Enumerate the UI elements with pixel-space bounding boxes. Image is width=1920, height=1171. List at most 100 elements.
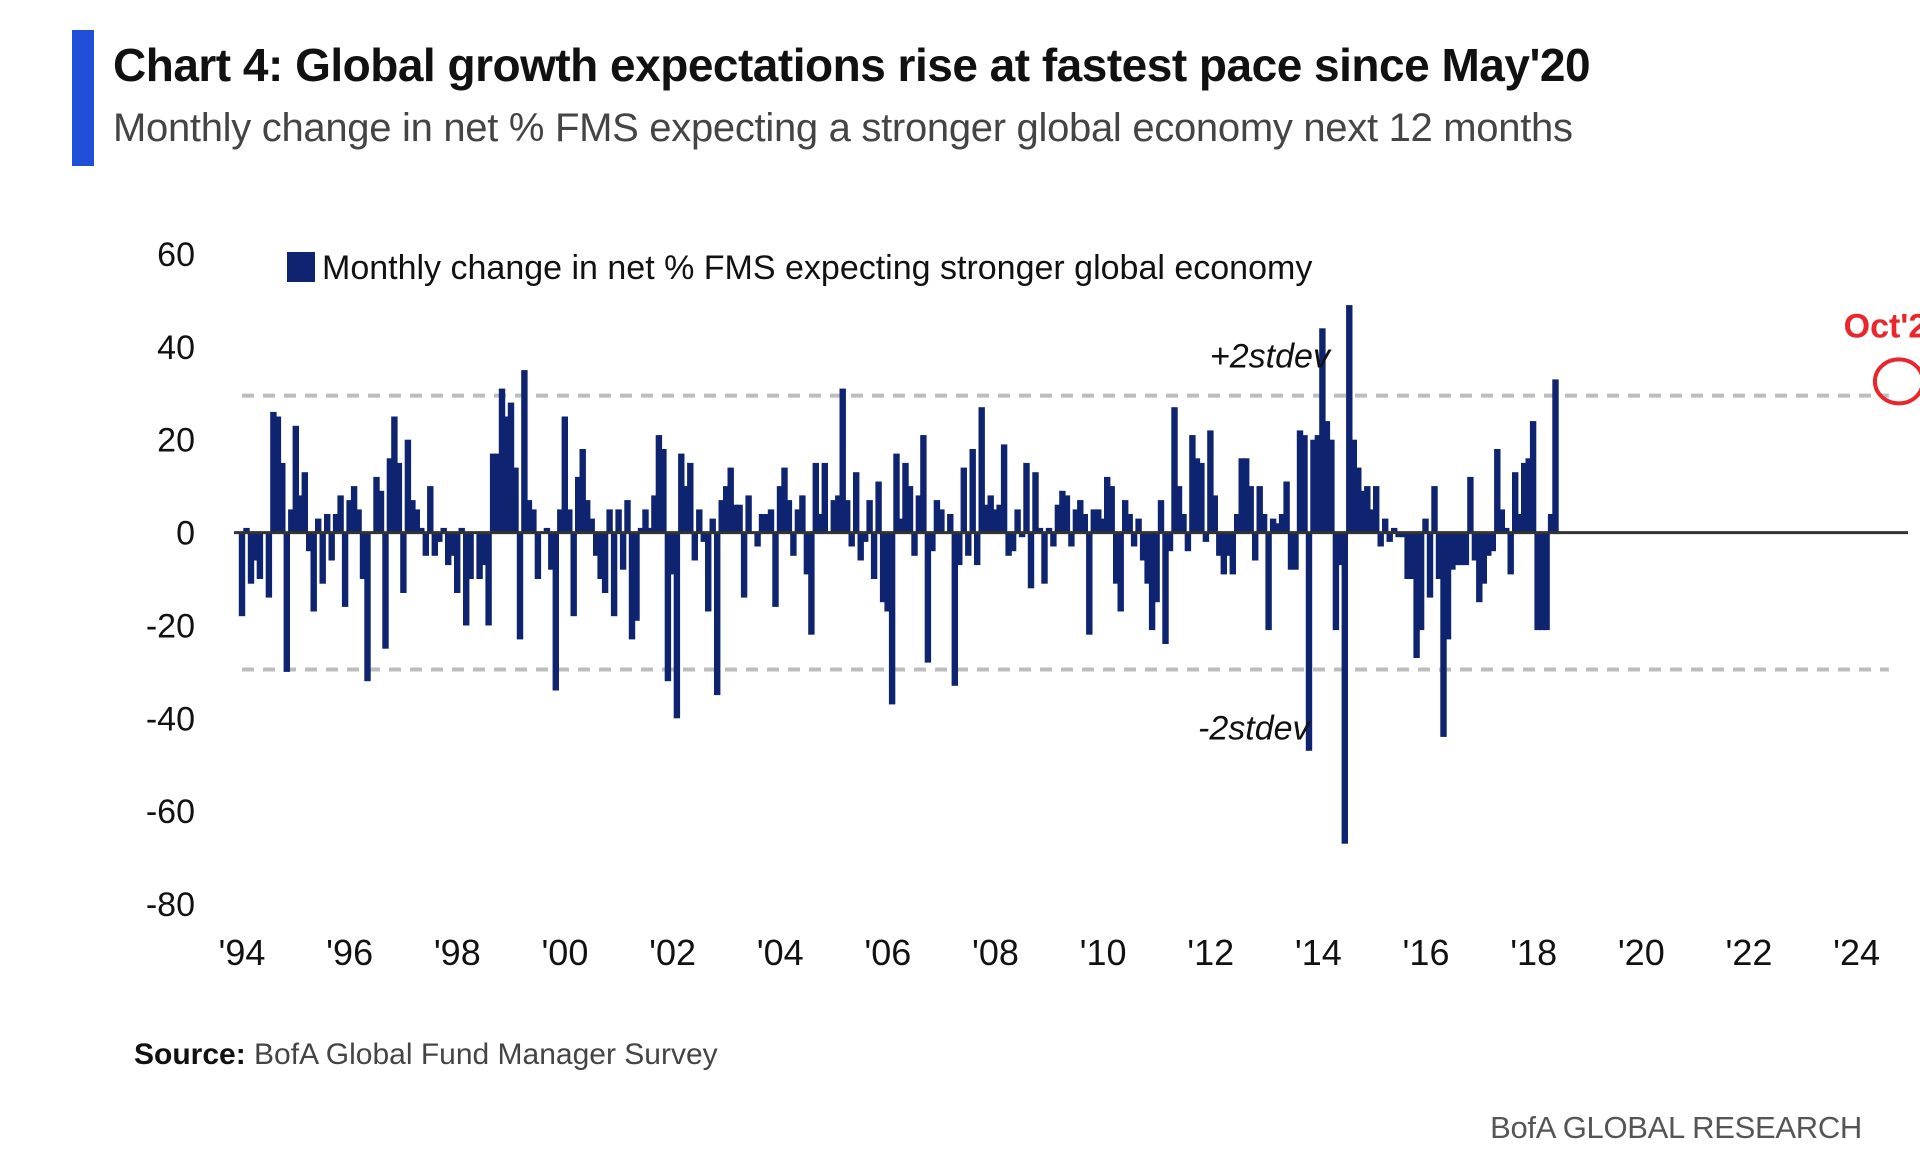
bar xyxy=(763,514,770,533)
oct24-highlight-circle xyxy=(1872,357,1920,406)
bar xyxy=(418,527,425,533)
bar xyxy=(279,462,286,533)
bar xyxy=(404,439,412,533)
bar xyxy=(449,532,456,556)
bar xyxy=(1543,532,1550,631)
bar xyxy=(1059,490,1066,533)
bar xyxy=(498,388,506,533)
bar xyxy=(785,500,793,533)
bar xyxy=(1023,462,1030,533)
bar xyxy=(516,532,524,640)
bar xyxy=(1153,532,1160,603)
bar xyxy=(1063,495,1071,533)
bar xyxy=(1198,462,1205,533)
x-axis-ticks: '94 '96 '98 '00 '02 '04 '06 '08 '10 '12 '14 '16 '18 '… xyxy=(219,932,1880,973)
bar xyxy=(1547,514,1555,533)
bar xyxy=(1234,514,1241,533)
bar xyxy=(1525,458,1532,533)
bar xyxy=(870,532,878,579)
title-accent-bar xyxy=(72,30,94,166)
bar xyxy=(1256,486,1263,533)
bar xyxy=(696,509,703,533)
bar xyxy=(709,518,716,533)
bar xyxy=(1458,532,1465,566)
bar xyxy=(767,509,775,533)
bar xyxy=(1471,532,1479,561)
bar xyxy=(364,532,371,682)
bar xyxy=(1027,532,1035,589)
bar xyxy=(445,532,452,566)
bar xyxy=(1373,486,1380,533)
y-tick-label: 60 xyxy=(157,236,195,274)
bar xyxy=(673,532,681,719)
x-tick-label: '00 xyxy=(541,932,588,973)
bar xyxy=(1287,532,1295,570)
bar xyxy=(512,467,519,533)
bar xyxy=(1485,532,1492,556)
bar xyxy=(731,504,739,533)
bar xyxy=(247,532,255,584)
bar xyxy=(1328,439,1335,533)
bar xyxy=(543,527,551,533)
bar xyxy=(1386,532,1393,542)
bar xyxy=(758,514,766,533)
bar xyxy=(821,462,828,533)
bar xyxy=(566,509,573,533)
bar xyxy=(601,532,609,593)
bar xyxy=(489,453,497,533)
bar xyxy=(839,388,846,533)
bar xyxy=(727,467,734,533)
bar xyxy=(1252,532,1259,561)
bar xyxy=(1000,444,1008,533)
bar xyxy=(391,416,398,533)
y-tick-label: 40 xyxy=(157,329,195,367)
bar xyxy=(1265,532,1272,631)
bar xyxy=(642,509,649,533)
bar xyxy=(350,486,358,533)
bar xyxy=(1368,509,1375,533)
bar xyxy=(790,532,797,556)
bar xyxy=(534,532,542,579)
bar xyxy=(552,532,559,691)
bar xyxy=(853,472,860,533)
bar xyxy=(714,532,721,696)
y-tick-label: -80 xyxy=(146,886,195,924)
source-label: Source: xyxy=(134,1038,246,1071)
y-tick-label: -60 xyxy=(146,793,195,831)
bar xyxy=(521,370,528,533)
x-tick-label: '20 xyxy=(1618,932,1665,973)
bar xyxy=(911,532,918,556)
bar xyxy=(1166,532,1174,552)
bar xyxy=(1538,532,1546,631)
bar xyxy=(588,518,595,533)
bar xyxy=(857,532,864,561)
y-tick-label: -40 xyxy=(146,700,195,738)
x-tick-label: '96 xyxy=(326,932,373,973)
bar xyxy=(938,509,945,533)
bar xyxy=(1216,532,1223,556)
bar xyxy=(1310,439,1317,533)
bar xyxy=(1099,518,1106,533)
bar xyxy=(1117,532,1124,612)
x-tick-label: '16 xyxy=(1403,932,1450,973)
bar xyxy=(745,495,752,533)
bar xyxy=(1337,532,1344,566)
bar xyxy=(476,532,483,579)
bar xyxy=(1014,509,1021,533)
bar xyxy=(422,532,429,556)
bar xyxy=(1476,532,1483,603)
y-axis-ticks: 60 40 20 0 -20 -40 -60 -80 xyxy=(146,236,195,924)
bar xyxy=(1440,532,1447,737)
bar xyxy=(718,500,725,533)
source-text: BofA Global Fund Manager Survey xyxy=(254,1038,718,1071)
bar xyxy=(436,532,443,542)
bar xyxy=(920,435,927,533)
bar xyxy=(628,532,636,640)
lower-stdev-label: -2stdev xyxy=(1198,710,1311,748)
bar xyxy=(256,532,264,579)
bar xyxy=(1489,532,1496,552)
legend-label: Monthly change in net % FMS expecting st… xyxy=(322,249,1312,287)
bar xyxy=(440,527,447,533)
